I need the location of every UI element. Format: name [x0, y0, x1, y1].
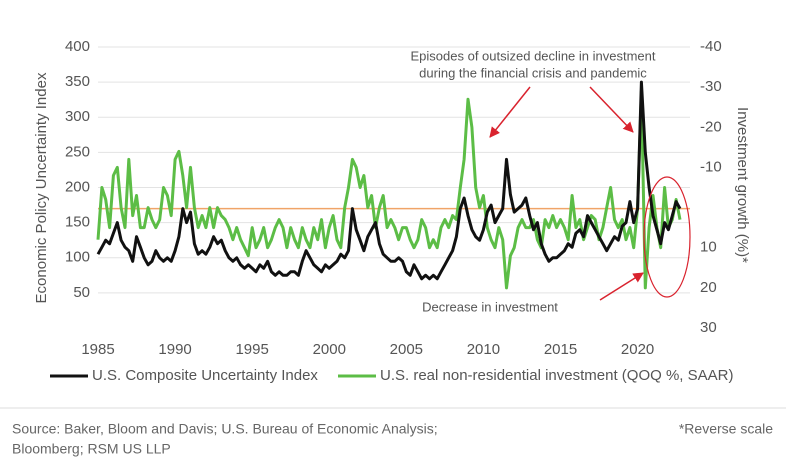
series-line — [96, 80, 682, 281]
y2-tick-label: -10 — [700, 158, 722, 175]
legend-label: U.S. Composite Uncertainty Index — [92, 367, 318, 384]
y-tick-label: 200 — [65, 178, 90, 195]
annotation-arrow — [589, 86, 634, 133]
y2-axis-title: Investment growth (%)* — [734, 107, 751, 263]
y-tick-label: 100 — [65, 249, 90, 266]
y2-tick-label: 30 — [700, 319, 717, 336]
y-tick-label: 300 — [65, 108, 90, 125]
y-axis-title: Economic Policy Uncertainty Index — [33, 72, 50, 303]
y-tick-label: 150 — [65, 214, 90, 231]
x-tick-label: 1995 — [235, 341, 268, 358]
reverse-note: *Reverse scale — [679, 421, 773, 437]
annotation: Episodes of outsized decline in investme… — [411, 48, 656, 63]
footnote: Bloomberg; RSM US LLP — [12, 441, 171, 457]
annotation-arrow — [489, 86, 531, 138]
x-tick-label: 2000 — [313, 341, 346, 358]
x-tick-label: 1985 — [81, 341, 114, 358]
y2-tick-label: -30 — [700, 78, 722, 95]
y2-tick-label: -40 — [700, 38, 722, 55]
y2-tick-label: 10 — [700, 239, 717, 256]
y-tick-label: 250 — [65, 143, 90, 160]
y2-tick-label: 20 — [700, 279, 717, 296]
x-tick-label: 1990 — [158, 341, 191, 358]
annotation: Decrease in investment — [422, 299, 558, 314]
x-tick-label: 2010 — [467, 341, 500, 358]
footnote: Source: Baker, Bloom and Davis; U.S. Bur… — [12, 421, 438, 437]
y-tick-label: 400 — [65, 38, 90, 55]
x-tick-label: 2005 — [390, 341, 423, 358]
y2-tick-label: -20 — [700, 118, 722, 135]
x-tick-label: 2020 — [621, 341, 654, 358]
x-tick-label: 2015 — [544, 341, 577, 358]
y-tick-label: 50 — [73, 284, 90, 301]
highlight-ellipse — [643, 176, 691, 298]
annotation-arrow — [599, 272, 644, 301]
legend-label: U.S. real non-residential investment (QO… — [380, 367, 733, 384]
annotation: during the financial crisis and pandemic — [419, 65, 647, 80]
y-tick-label: 350 — [65, 73, 90, 90]
